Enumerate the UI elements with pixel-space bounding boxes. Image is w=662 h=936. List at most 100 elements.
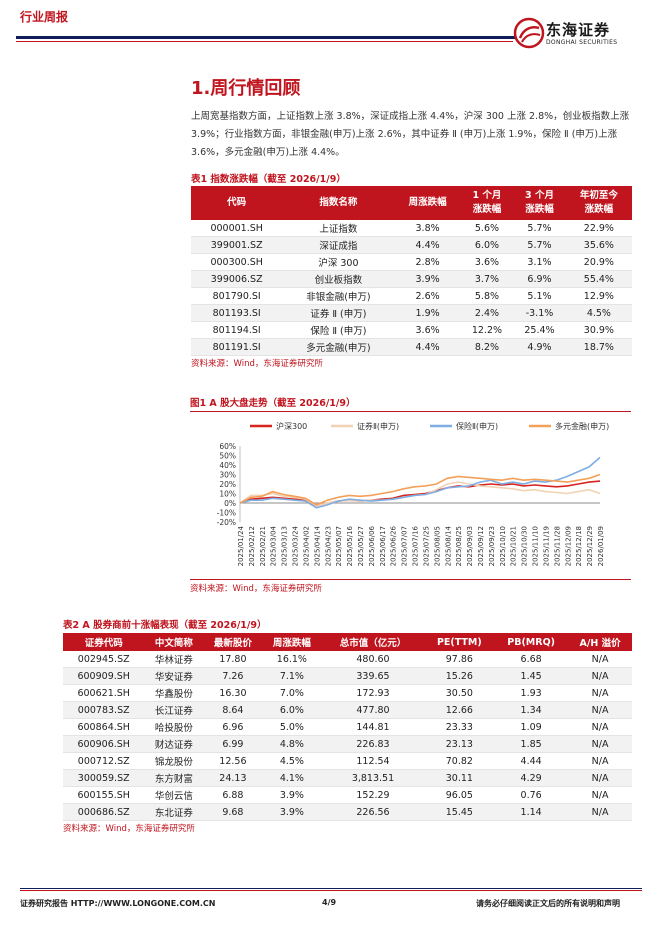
table2-header-5: PE(TTM) <box>424 633 495 651</box>
table2-cell: 1.93 <box>494 684 569 702</box>
table2-cell: 600155.SH <box>63 786 145 804</box>
figure1-caption: 图1 A 股大盘走势（截至 2026/1/9） <box>190 398 356 409</box>
x-tick-label: 2025/10/10 <box>499 526 507 566</box>
x-tick-label: 2025/12/18 <box>575 526 583 566</box>
table1-cell: 5.7% <box>513 236 566 254</box>
table2-cell: N/A <box>568 718 632 736</box>
table-row: 801191.SI 多元金融(申万) 4.4% 8.2% 4.9% 18.7% <box>191 338 632 356</box>
table2-cell: N/A <box>568 803 632 821</box>
donghai-logo-icon <box>513 17 545 49</box>
table2-cell: 16.1% <box>262 651 322 668</box>
table1-cell: 深证成指 <box>282 236 395 254</box>
table1-header-3: 1 个月 涨跌幅 <box>460 186 514 220</box>
footer-left: 证券研究报告 HTTP://WWW.LONGONE.COM.CN <box>20 899 216 908</box>
section-title: 1.周行情回顾 <box>191 78 301 99</box>
table1-cell: 12.2% <box>460 321 514 339</box>
report-type-tag: 行业周报 <box>20 10 69 24</box>
table1-header-2: 周涨跌幅 <box>394 186 461 220</box>
table2-cell: 锦龙股份 <box>144 752 204 770</box>
table2-cell: 1.34 <box>494 701 569 719</box>
table2-cell: 600621.SH <box>63 684 145 702</box>
table2-cell: 12.66 <box>424 701 495 719</box>
table2-cell: 长江证券 <box>144 701 204 719</box>
table2-cell: 600864.SH <box>63 718 145 736</box>
table2-header-1: 中文简称 <box>144 633 204 651</box>
table-row: 600155.SH 华创云信 6.88 3.9% 152.29 96.05 0.76 N/A <box>63 786 632 804</box>
x-tick-label: 2025/09/12 <box>477 526 485 566</box>
x-tick-label: 2025/10/21 <box>510 526 518 566</box>
x-tick-label: 2025/07/07 <box>401 526 409 566</box>
table-row: 600906.SH 财达证券 6.99 4.8% 226.83 23.13 1.85 N/A <box>63 735 632 753</box>
x-tick-label: 2025/08/14 <box>444 525 452 566</box>
table2-cell: 112.54 <box>321 752 425 770</box>
table1-cell: 000001.SH <box>191 220 283 237</box>
y-tick-label: 30% <box>219 471 236 480</box>
table2-cell: 4.44 <box>494 752 569 770</box>
table2-cell: 9.68 <box>203 803 263 821</box>
table2-cell: 000712.SZ <box>63 752 145 770</box>
table2-cell: N/A <box>568 752 632 770</box>
table2-cell: 6.0% <box>262 701 322 719</box>
logo-en-text: DONGHAI SECURITIES <box>546 39 618 46</box>
table-row: 399006.SZ 创业板指数 3.9% 3.7% 6.9% 55.4% <box>191 270 632 288</box>
table1-source: 资料来源：Wind，东海证券研究所 <box>191 359 323 369</box>
table1-cell: 非银金融(申万) <box>282 287 395 305</box>
table1-cell: 4.4% <box>394 236 461 254</box>
table1-cell: 12.9% <box>565 287 632 305</box>
y-tick-label: 50% <box>219 452 236 461</box>
table1-cell: 保险 Ⅱ (申万) <box>282 321 395 339</box>
table2-cell: 144.81 <box>321 718 425 736</box>
table1-cell: 801193.SI <box>191 304 283 322</box>
table1-cell: 25.4% <box>513 321 566 339</box>
table1-cell: 8.2% <box>460 338 514 356</box>
table1-cell: 399001.SZ <box>191 236 283 254</box>
table-row: 801193.SI 证券 Ⅱ (申万) 1.9% 2.4% -3.1% 4.5% <box>191 304 632 322</box>
table1-cell: 3.7% <box>460 270 514 288</box>
series-line-0 <box>239 480 601 507</box>
table2-cell: 4.1% <box>262 769 322 787</box>
legend-label-1: 证券Ⅱ(申万) <box>357 421 399 431</box>
table1-cell: 35.6% <box>565 236 632 254</box>
table-row: 600621.SH 华鑫股份 16.30 7.0% 172.93 30.50 1.93 N/A <box>63 684 632 702</box>
table2-header-0: 证券代码 <box>63 633 145 651</box>
table2-cell: 3.9% <box>262 803 322 821</box>
table1-cell: 20.9% <box>565 253 632 271</box>
table2-cell: 96.05 <box>424 786 495 804</box>
series-line-2 <box>239 456 601 509</box>
table2-cell: N/A <box>568 786 632 804</box>
x-tick-label: 2025/04/14 <box>313 525 321 566</box>
y-tick-label: 20% <box>219 480 236 489</box>
table2-cell: 华鑫股份 <box>144 684 204 702</box>
table1-cell: 2.4% <box>460 304 514 322</box>
table2-cell: 000686.SZ <box>63 803 145 821</box>
figure1-source: 资料来源：Wind，东海证券研究所 <box>190 584 322 594</box>
table2-cell: 3,813.51 <box>321 769 425 787</box>
table2-cell: 6.68 <box>494 651 569 668</box>
x-tick-label: 2025/01/24 <box>237 525 245 566</box>
table2-cell: 7.26 <box>203 667 263 685</box>
table1-cell: 证券 Ⅱ (申万) <box>282 304 395 322</box>
table2-cell: 600906.SH <box>63 735 145 753</box>
x-tick-label: 2025/02/12 <box>248 526 256 566</box>
table2-cell: 002945.SZ <box>63 651 145 668</box>
index-performance-table: 代码 指数名称 周涨跌幅 1 个月 涨跌幅 3 个月 涨跌幅 年初至今 涨跌幅 000001.S… <box>191 186 632 356</box>
table1-cell: 55.4% <box>565 270 632 288</box>
table2-cell: 477.80 <box>321 701 425 719</box>
table2-cell: 东方财富 <box>144 769 204 787</box>
x-tick-label: 2025/08/05 <box>433 526 441 566</box>
x-tick-label: 2025/11/28 <box>553 526 561 566</box>
table2-cell: 东北证券 <box>144 803 204 821</box>
x-tick-label: 2025/02/21 <box>259 526 267 566</box>
table1-cell: 2.6% <box>394 287 461 305</box>
market-trend-chart: 沪深300 证券Ⅱ(申万) 保险Ⅱ(申万) 多元金融(申万)60%50%40%30%2… <box>217 421 610 566</box>
table1-cell: 5.6% <box>460 220 514 237</box>
table1-cell: 6.9% <box>513 270 566 288</box>
table2-cell: 1.09 <box>494 718 569 736</box>
table1-cell: 3.1% <box>513 253 566 271</box>
table2-cell: 30.50 <box>424 684 495 702</box>
table2-cell: 4.5% <box>262 752 322 770</box>
header-divider-red <box>16 41 513 42</box>
y-tick-label: 60% <box>219 442 236 451</box>
table1-cell: 22.9% <box>565 220 632 237</box>
x-tick-label: 2025/03/13 <box>281 526 289 566</box>
